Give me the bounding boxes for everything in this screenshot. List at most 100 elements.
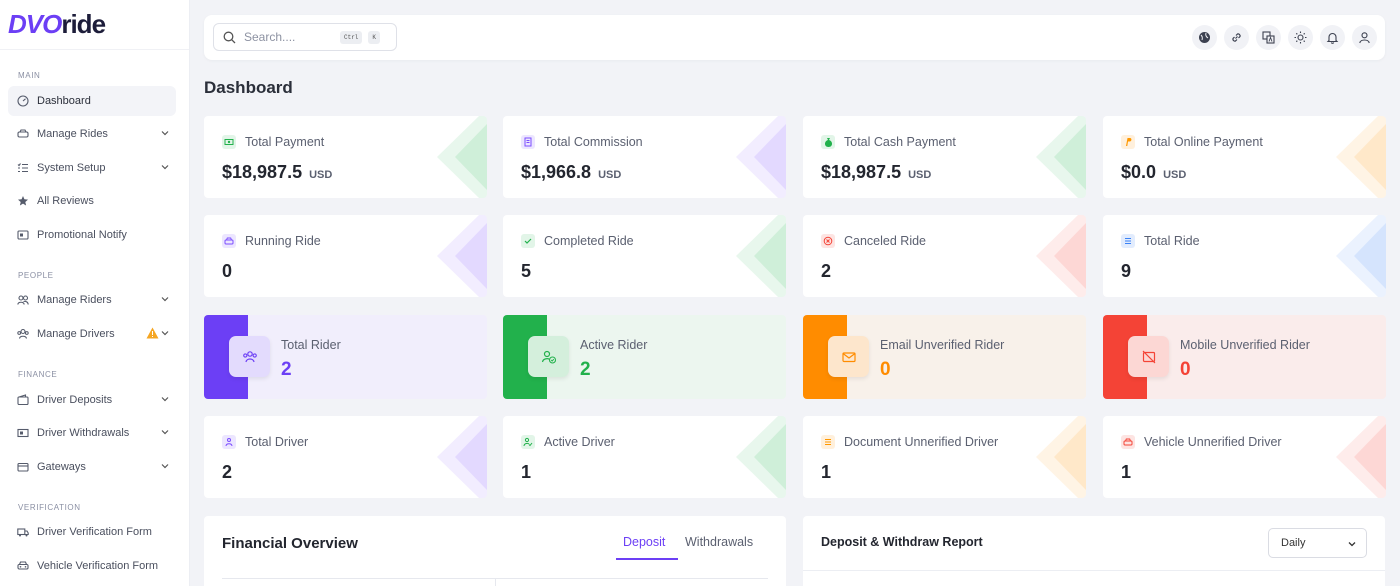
stat-card-label: Vehicle Unnerified Driver (1144, 435, 1282, 449)
document-list-icon (821, 435, 835, 449)
stat-card-value: $0.0 USD (1121, 162, 1186, 183)
section-finance: FINANCE (18, 370, 58, 379)
globe-icon[interactable] (1192, 25, 1217, 50)
sidebar-item-manage-rides[interactable]: Manage Rides (8, 119, 176, 149)
rider-card-total-rider[interactable]: Total Rider 2 (204, 315, 487, 399)
star-icon (17, 195, 29, 207)
rider-card-label: Mobile Unverified Rider (1180, 338, 1310, 352)
stat-card-total-payment[interactable]: Total Payment $18,987.5 USD (204, 116, 487, 198)
sidebar-item-all-reviews[interactable]: All Reviews (8, 186, 176, 216)
wallet-icon (17, 394, 29, 406)
stat-card-label: Active Driver (544, 435, 615, 449)
banknote-icon (222, 135, 236, 149)
tab-withdrawals[interactable]: Withdrawals (685, 535, 754, 549)
stat-card-document-unverified-driver[interactable]: Document Unnerified Driver 1 (803, 416, 1086, 498)
rider-card-value: 2 (580, 359, 591, 380)
sidebar-item-system-setup[interactable]: System Setup (8, 153, 176, 183)
sidebar-item-driver-verification-form[interactable]: Driver Verification Form (8, 517, 176, 547)
stat-card-total-online-payment[interactable]: Total Online Payment $0.0 USD (1103, 116, 1386, 198)
card-decoration (1036, 215, 1086, 297)
sidebar-item-label: System Setup (37, 162, 106, 174)
search-box[interactable]: Ctrl K (213, 23, 397, 51)
stat-card-running-ride[interactable]: Running Ride 0 (204, 215, 487, 297)
link-icon[interactable] (1224, 25, 1249, 50)
list-check-icon (17, 162, 29, 174)
mail-icon (828, 336, 869, 377)
tab-deposit[interactable]: Deposit (623, 535, 666, 549)
card-decoration (437, 416, 487, 498)
card-decoration (736, 416, 786, 498)
sidebar-item-dashboard[interactable]: Dashboard (8, 86, 176, 116)
stat-card-total-ride[interactable]: Total Ride 9 (1103, 215, 1386, 297)
stat-card-unit: USD (1163, 169, 1187, 181)
sidebar-item-driver-deposits[interactable]: Driver Deposits (8, 385, 176, 415)
stat-card-total-driver[interactable]: Total Driver 2 (204, 416, 487, 498)
user-check-icon (528, 336, 569, 377)
money-bag-icon (821, 135, 835, 149)
section-main: MAIN (18, 71, 41, 80)
stat-card-canceled-ride[interactable]: Canceled Ride 2 (803, 215, 1086, 297)
search-input[interactable] (244, 30, 340, 44)
stat-card-unit: USD (309, 169, 333, 181)
sidebar: DVOride MAIN Dashboard Manage Rides Syst… (0, 0, 190, 586)
sidebar-item-promotional-notify[interactable]: Promotional Notify (8, 220, 176, 250)
card-decoration (1336, 116, 1386, 198)
table-column-divider (495, 578, 496, 586)
user-icon[interactable] (1352, 25, 1377, 50)
rider-card-email-unverified[interactable]: Email Unverified Rider 0 (803, 315, 1086, 399)
stat-card-completed-ride[interactable]: Completed Ride 5 (503, 215, 786, 297)
stat-card-amount: $0.0 (1121, 162, 1157, 182)
chevron-down-icon (161, 430, 169, 435)
panel-divider (803, 570, 1385, 571)
car-front-icon (17, 560, 29, 572)
chevron-down-icon (161, 297, 169, 302)
card-decoration (736, 116, 786, 198)
rider-card-label: Email Unverified Rider (880, 338, 1005, 352)
sidebar-item-label: Driver Verification Form (37, 526, 152, 538)
sidebar-item-driver-withdrawals[interactable]: Driver Withdrawals (8, 418, 176, 448)
chevron-down-icon (161, 331, 169, 336)
driver-group-icon (17, 328, 29, 340)
logo[interactable]: DVOride (0, 0, 189, 50)
stat-card-value: 0 (222, 261, 233, 281)
cash-icon (17, 427, 29, 439)
deposit-withdraw-report-panel: Deposit & Withdraw Report Daily (803, 516, 1385, 586)
rider-card-active-rider[interactable]: Active Rider 2 (503, 315, 786, 399)
period-select-value: Daily (1281, 537, 1306, 549)
stat-card-value: 5 (521, 261, 532, 281)
stat-card-vehicle-unverified-driver[interactable]: Vehicle Unnerified Driver 1 (1103, 416, 1386, 498)
rider-card-mobile-unverified[interactable]: Mobile Unverified Rider 0 (1103, 315, 1386, 399)
financial-overview-title: Financial Overview (222, 535, 358, 552)
section-verification: VERIFICATION (18, 503, 81, 512)
megaphone-icon (17, 229, 29, 241)
search-icon (223, 31, 236, 43)
sidebar-item-gateways[interactable]: Gateways (8, 452, 176, 482)
driver-group-icon (222, 435, 236, 449)
tab-active-indicator (616, 558, 678, 560)
logo-text: DVOride (8, 9, 106, 40)
chevron-down-icon (161, 165, 169, 170)
card-decoration (1336, 416, 1386, 498)
stat-card-value: 2 (222, 462, 233, 482)
period-select[interactable]: Daily (1268, 528, 1367, 558)
sidebar-item-label: Manage Rides (37, 128, 108, 140)
stat-card-active-driver[interactable]: Active Driver 1 (503, 416, 786, 498)
translate-icon[interactable] (1256, 25, 1281, 50)
sidebar-item-manage-riders[interactable]: Manage Riders (8, 285, 176, 315)
cancel-circle-icon (821, 234, 835, 248)
card-decoration (1336, 215, 1386, 297)
bell-icon[interactable] (1320, 25, 1345, 50)
stat-card-total-cash-payment[interactable]: Total Cash Payment $18,987.5 USD (803, 116, 1086, 198)
rider-card-value: 0 (1180, 359, 1191, 380)
logo-suffix: ride (61, 9, 106, 39)
stat-card-total-commission[interactable]: Total Commission $1,966.8 USD (503, 116, 786, 198)
topbar: Ctrl K (204, 15, 1385, 60)
sidebar-item-manage-drivers[interactable]: Manage Drivers (8, 319, 176, 349)
shortcut-key-k: K (368, 30, 381, 44)
sun-icon[interactable] (1288, 25, 1313, 50)
sidebar-item-vehicle-verification-form[interactable]: Vehicle Verification Form (8, 551, 176, 581)
stat-card-amount: $18,987.5 (821, 162, 902, 182)
shortcut-key-ctrl: Ctrl (340, 30, 363, 44)
stat-card-label: Total Payment (245, 135, 325, 149)
chevron-down-icon (161, 131, 169, 136)
